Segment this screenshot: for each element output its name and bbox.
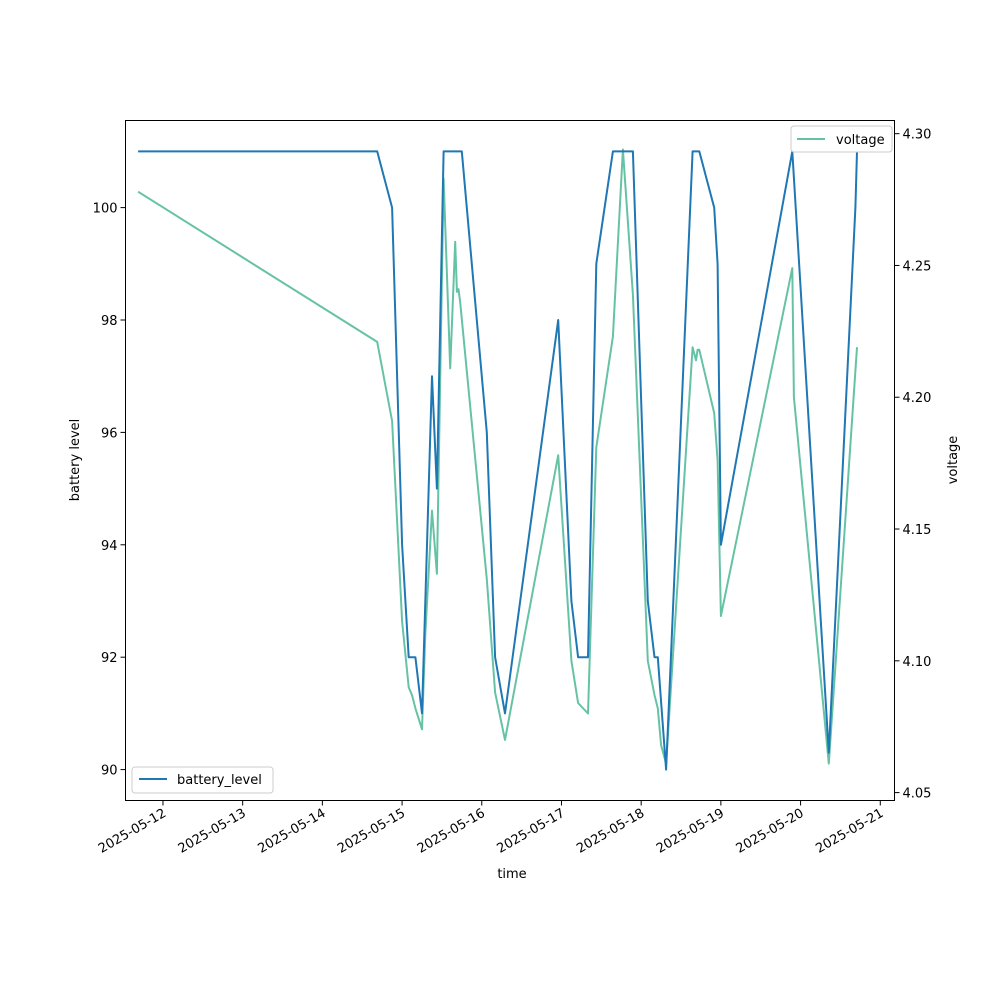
x-tick-label: 2025-05-18 — [574, 806, 647, 857]
x-tick-label: 2025-05-17 — [495, 806, 568, 857]
y-left-tick-label: 98 — [101, 314, 118, 329]
x-tick-label: 2025-05-12 — [96, 806, 169, 857]
y-left-tick-label: 100 — [93, 202, 118, 217]
x-tick-label: 2025-05-21 — [813, 806, 886, 857]
y-left-tick-label: 90 — [101, 764, 118, 779]
x-tick-label: 2025-05-13 — [176, 806, 249, 857]
series-layer — [137, 148, 858, 771]
x-axis: 2025-05-12 2025-05-13 2025-05-14 2025-05-15… — [96, 800, 886, 857]
y-right-tick-label: 4.30 — [903, 128, 932, 143]
x-tick-label: 2025-05-16 — [415, 806, 488, 857]
x-tick-label: 2025-05-19 — [654, 806, 727, 857]
series-line-battery-level — [138, 150, 858, 771]
x-tick-label: 2025-05-14 — [255, 806, 328, 857]
x-tick-label: 2025-05-15 — [335, 806, 408, 857]
y-right-tick-label: 4.25 — [903, 259, 932, 274]
y-right-tick-label: 4.10 — [903, 655, 932, 670]
y-left-tick-label: 92 — [101, 651, 118, 666]
plot-frame — [125, 120, 895, 801]
y-right-tick-label: 4.15 — [903, 523, 932, 538]
y-right-tick-label: 4.20 — [903, 391, 932, 406]
y-axis-right: 4.05 4.10 4.15 4.20 4.25 4.30 — [894, 128, 932, 802]
y-right-tick-label: 4.05 — [903, 787, 932, 802]
legend-box — [790, 125, 893, 153]
legend-label-voltage: voltage — [836, 133, 885, 148]
legend-label-battery-level: battery_level — [177, 773, 262, 788]
y-axis-left: 90 92 94 96 98 100 — [93, 202, 126, 779]
legend-battery-level: battery_level — [131, 766, 274, 794]
legend-box — [131, 766, 274, 794]
x-axis-label: time — [497, 867, 526, 882]
y-left-tick-label: 94 — [101, 539, 118, 554]
y-left-tick-label: 96 — [101, 426, 118, 441]
y-axis-right-label: voltage — [946, 436, 961, 485]
legend-voltage: voltage — [790, 125, 893, 153]
x-tick-label: 2025-05-20 — [734, 806, 807, 857]
y-axis-left-label: battery level — [68, 419, 83, 502]
